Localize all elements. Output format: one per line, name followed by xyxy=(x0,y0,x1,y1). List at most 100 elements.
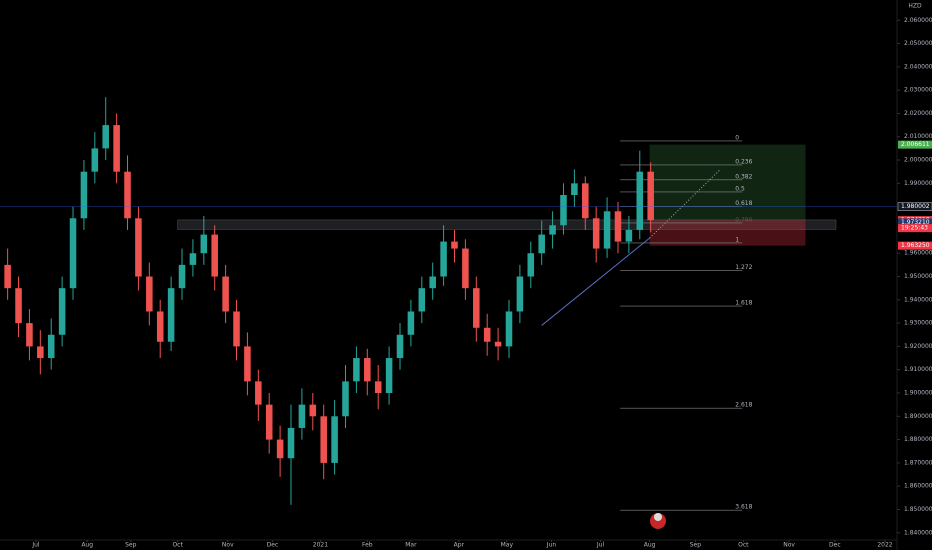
y-tick-label: 1.920000 xyxy=(904,343,932,350)
countdown: 19:25:43 xyxy=(901,225,928,232)
y-tick-label: 2.000000 xyxy=(904,157,932,164)
candle-body xyxy=(200,234,208,254)
candle-body xyxy=(69,218,77,289)
x-tick-label: Mar xyxy=(405,542,417,549)
candle-body xyxy=(222,276,229,312)
candle-body xyxy=(124,171,131,219)
candle-body xyxy=(364,358,371,382)
y-tick-label: 1.960000 xyxy=(904,250,932,257)
fib-label: 0.5 xyxy=(735,185,745,192)
candle-body xyxy=(189,253,197,265)
candle-body xyxy=(440,241,447,277)
x-tick-label: Sep xyxy=(125,542,137,549)
candle-body xyxy=(211,234,218,277)
countdown-bg xyxy=(898,224,932,233)
candle-body xyxy=(331,416,338,463)
candle-body xyxy=(385,358,393,394)
candle-body xyxy=(320,416,327,463)
fib-label: 3.618 xyxy=(735,504,752,511)
candle-body xyxy=(560,194,567,226)
candle-body xyxy=(178,264,186,289)
y-tick-label: 1.910000 xyxy=(904,366,932,373)
candle-body xyxy=(255,381,262,405)
candle-body xyxy=(265,404,273,440)
y-tick-label: 1.860000 xyxy=(904,483,932,490)
candle-body xyxy=(516,276,524,312)
x-tick-label: Jul xyxy=(596,542,605,549)
candle-body xyxy=(451,241,458,249)
y-tick-label: 2.030000 xyxy=(904,87,932,94)
candle-body xyxy=(146,276,153,312)
y-tick-label: 2.010000 xyxy=(904,133,932,140)
x-tick-label: Dec xyxy=(267,542,279,549)
candle-body xyxy=(287,427,295,459)
price-tag-label: 1.963250 xyxy=(901,242,930,249)
fib-label: 0.236 xyxy=(735,158,752,165)
y-tick-label: 1.900000 xyxy=(904,390,932,397)
candle-body xyxy=(298,404,306,428)
x-tick-label: Aug xyxy=(644,542,656,549)
candle-body xyxy=(102,125,109,149)
y-tick-label: 1.880000 xyxy=(904,436,932,443)
price-tag-label: 1.973210 xyxy=(901,219,930,226)
y-tick-label: 1.870000 xyxy=(904,459,932,466)
fib-label: 1 xyxy=(735,236,739,243)
y-tick-label: 2.020000 xyxy=(904,110,932,117)
x-tick-label: Jul xyxy=(31,542,40,549)
x-tick-label: Oct xyxy=(738,542,749,549)
x-tick-label: May xyxy=(501,542,514,549)
candle-body xyxy=(233,311,240,347)
fib-label: 1.618 xyxy=(735,300,752,307)
candle-body xyxy=(80,171,88,219)
x-tick-label: 2021 xyxy=(313,542,328,549)
x-tick-label: Nov xyxy=(222,542,234,549)
fib-label: 0.786 xyxy=(735,216,752,223)
candle-body xyxy=(592,218,600,249)
candle-body xyxy=(58,288,66,335)
fib-label: 0.618 xyxy=(735,200,752,207)
price-tag xyxy=(898,218,932,227)
candle-body xyxy=(483,327,491,342)
x-tick-label: Nov xyxy=(783,542,795,549)
candle-body xyxy=(37,346,44,359)
candle-body xyxy=(244,346,251,382)
candle-body xyxy=(571,183,578,195)
y-tick-label: 2.060000 xyxy=(904,17,932,24)
fib-label: 2.618 xyxy=(735,402,752,409)
x-tick-label: Sep xyxy=(690,542,702,549)
price-tag xyxy=(898,140,932,149)
candle-body xyxy=(15,288,22,324)
candle-body xyxy=(374,381,382,394)
zone xyxy=(177,219,837,230)
x-tick-label: Feb xyxy=(362,542,373,549)
candle-body xyxy=(603,211,611,249)
price-tag-label: 1.980002 xyxy=(901,203,930,210)
x-tick-label: 2022 xyxy=(877,542,892,549)
candle-body xyxy=(309,404,317,417)
x-tick-label: Dec xyxy=(829,542,841,549)
candle-body xyxy=(407,311,415,335)
candle-body xyxy=(473,288,480,328)
candle-body xyxy=(418,288,426,312)
target-area xyxy=(649,144,806,221)
candle-body xyxy=(91,148,99,172)
fib-label: 0 xyxy=(735,134,739,141)
stop-area xyxy=(649,220,806,246)
candle-body xyxy=(429,276,436,289)
y-tick-label: 1.940000 xyxy=(904,296,932,303)
candle-body xyxy=(396,334,404,359)
y-tick-label: 1.840000 xyxy=(904,529,932,536)
candle-body xyxy=(462,248,469,289)
candle-body xyxy=(167,288,175,342)
candle-body xyxy=(276,439,284,459)
candle-body xyxy=(647,171,654,221)
candle-body xyxy=(549,225,556,235)
price-tag-label: 2.006611 xyxy=(901,141,930,148)
candle-body xyxy=(527,253,535,277)
y-tick-label: 1.990000 xyxy=(904,180,932,187)
x-tick-label: Jun xyxy=(546,542,557,549)
fib-label: 1.272 xyxy=(735,264,752,271)
trendline xyxy=(541,237,650,326)
candle-body xyxy=(353,358,360,382)
